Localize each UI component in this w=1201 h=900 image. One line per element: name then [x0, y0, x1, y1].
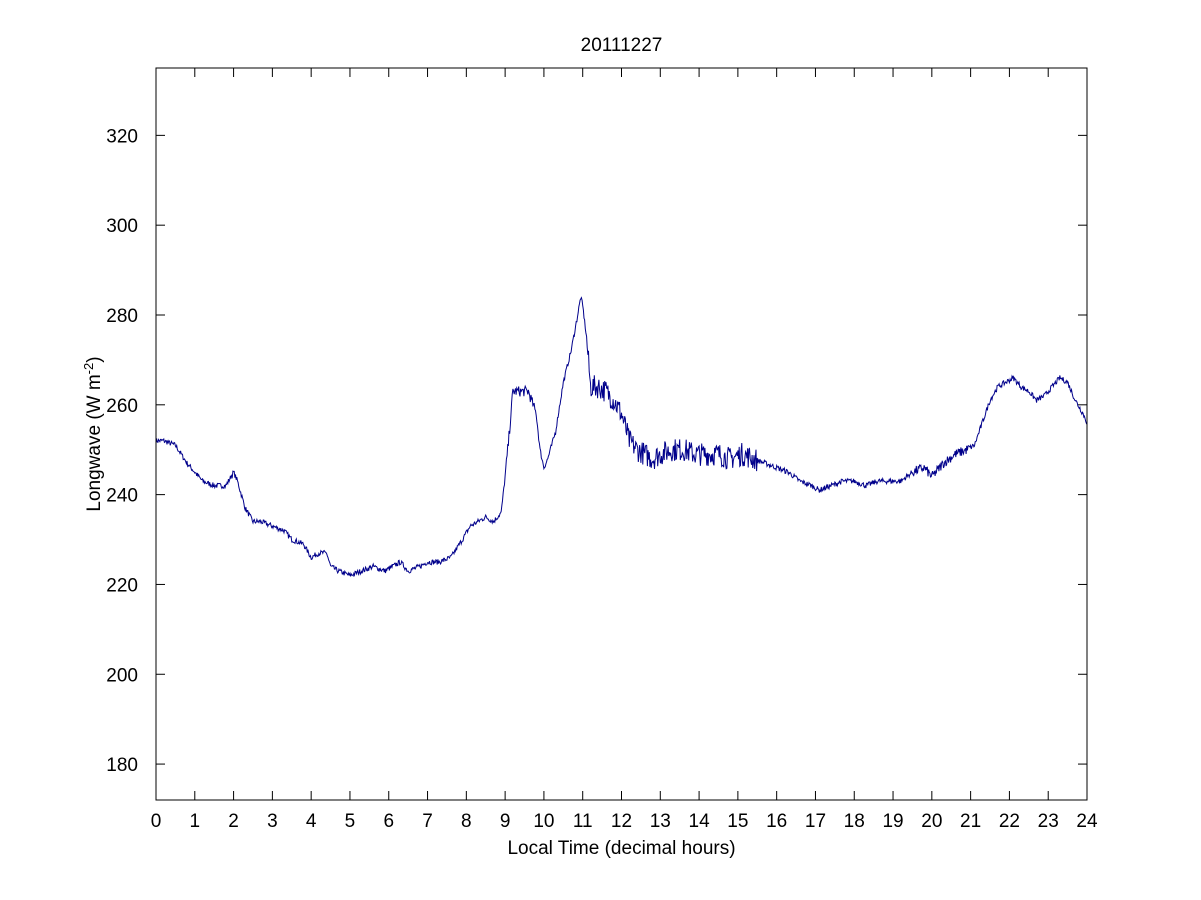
plot-area — [156, 68, 1087, 800]
x-tick-label: 9 — [500, 811, 511, 832]
x-tick-label: 2 — [228, 811, 239, 832]
x-tick-label: 14 — [689, 811, 711, 832]
x-tick-labels: 0 1 2 3 4 5 6 7 8 9 10 11 12 13 14 15 16 17 18 19 20 21 22 23 24 — [151, 811, 1098, 832]
x-tick-label: 18 — [844, 811, 865, 832]
y-axis-label-base: Longwave (W m — [84, 374, 105, 511]
x-tick-label: 13 — [650, 811, 671, 832]
x-tick-label: 20 — [921, 811, 942, 832]
x-tick-label: 12 — [611, 811, 632, 832]
x-tick-label: 17 — [805, 811, 826, 832]
chart-title: 20111227 — [581, 35, 663, 56]
x-tick-label: 1 — [190, 811, 201, 832]
y-tick-label: 300 — [106, 216, 138, 237]
y-tick-label: 240 — [106, 486, 138, 507]
x-tick-label: 0 — [151, 811, 162, 832]
y-tick-label: 320 — [106, 126, 138, 147]
y-axis-label: Longwave (W m-2) — [81, 356, 106, 511]
x-tick-label: 8 — [461, 811, 472, 832]
y-tick-label: 260 — [106, 396, 138, 417]
x-tick-label: 23 — [1038, 811, 1059, 832]
x-tick-label: 3 — [267, 811, 278, 832]
x-tick-label: 6 — [383, 811, 394, 832]
series-line — [155, 296, 1088, 578]
x-tick-label: 16 — [766, 811, 787, 832]
y-tick-label: 220 — [106, 575, 138, 596]
tick-marks — [155, 68, 1088, 800]
y-tick-label: 200 — [106, 665, 138, 686]
x-tick-label: 19 — [882, 811, 903, 832]
data-series — [155, 296, 1088, 578]
x-tick-label: 4 — [306, 811, 317, 832]
x-axis-label: Local Time (decimal hours) — [507, 838, 735, 859]
x-tick-label: 15 — [727, 811, 748, 832]
y-tick-labels: 180 200 220 240 260 280 300 320 — [106, 126, 138, 776]
y-tick-label: 180 — [106, 755, 138, 776]
x-tick-label: 21 — [960, 811, 981, 832]
x-tick-label: 22 — [999, 811, 1020, 832]
plot-frame — [155, 67, 1088, 801]
x-tick-label: 7 — [422, 811, 433, 832]
y-tick-label: 280 — [106, 306, 138, 327]
y-axis-label-closing: ) — [84, 356, 105, 362]
x-tick-label: 10 — [533, 811, 554, 832]
x-tick-label: 5 — [345, 811, 356, 832]
y-axis-label-superscript: -2 — [81, 363, 96, 375]
x-tick-label: 11 — [573, 811, 593, 832]
x-tick-label: 24 — [1076, 811, 1098, 832]
